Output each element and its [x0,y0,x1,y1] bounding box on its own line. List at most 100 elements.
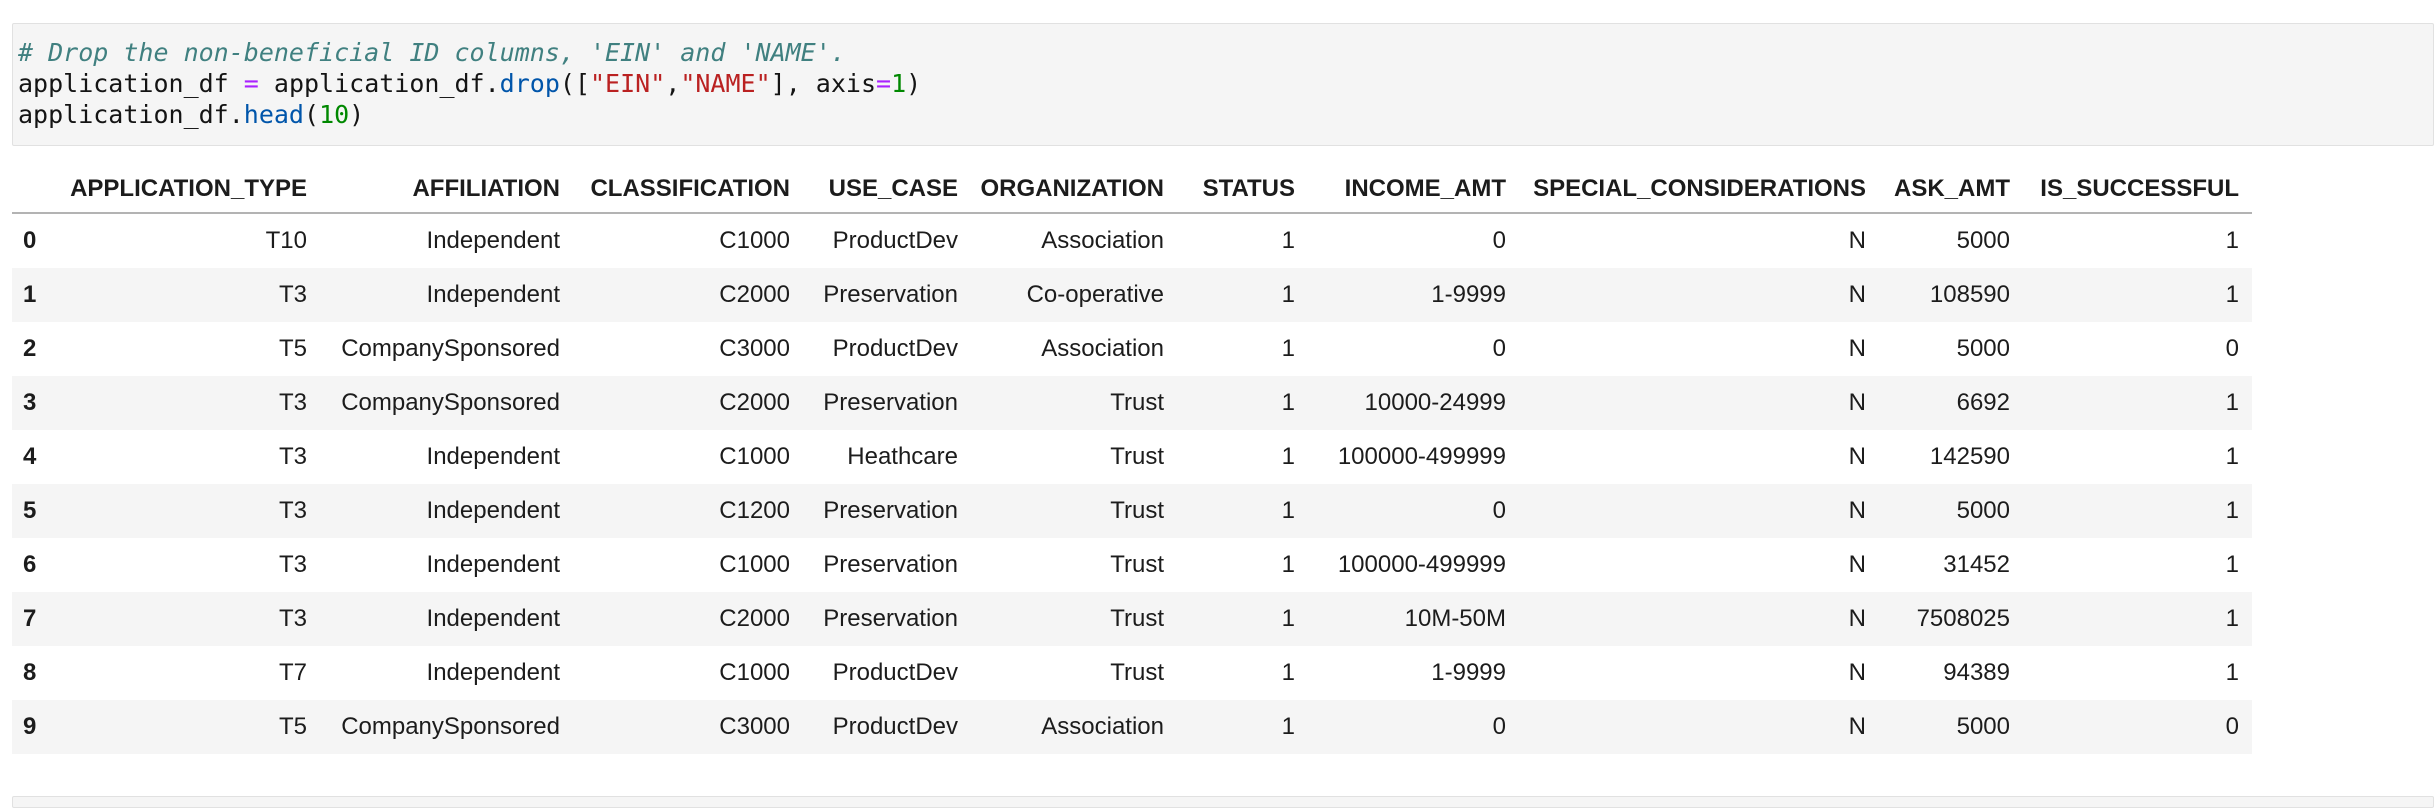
table-cell: N [1848,443,1866,470]
table-cell: C1000 [719,443,790,470]
table-cell: T7 [278,659,307,686]
table-cell: N [1848,605,1866,632]
code-token-plain: ([ [559,69,590,98]
table-cell: 0 [1492,713,1506,740]
row-index: 7 [23,605,37,632]
table-row: 8 T7 Independent C1000 ProductDev Trust 1 1-999… [12,646,2252,700]
column-header-status: STATUS [1202,174,1295,202]
table-cell: 5000 [1956,227,2010,254]
code-token-plain: ( [304,100,320,129]
table-cell: Independent [426,443,560,470]
code-token-operator: = [243,69,259,98]
next-code-cell-partial[interactable] [12,796,2434,808]
table-cell: Heathcare [847,443,958,470]
code-input-cell[interactable]: # Drop the non-beneficial ID columns, 'E… [12,23,2434,146]
table-cell: 7508025 [1916,605,2010,632]
table-cell: N [1848,497,1866,524]
table-cell: 1 [2225,227,2239,254]
table-cell: Preservation [823,605,958,632]
dataframe-header-row: APPLICATION_TYPE AFFILIATION CLASSIFICATIO… [12,165,2252,213]
table-cell: Trust [1110,497,1164,524]
column-header-special_considerations: SPECIAL_CONSIDERATIONS [1533,174,1866,202]
table-cell: 1-9999 [1431,659,1506,686]
table-cell: T5 [278,713,307,740]
table-cell: 1 [1281,497,1295,524]
table-cell: 1 [2225,281,2239,308]
table-cell: Trust [1110,659,1164,686]
row-index: 3 [23,389,37,416]
row-index: 6 [23,551,37,578]
table-cell: T3 [278,443,307,470]
code-token-string: "NAME" [680,69,771,98]
table-cell: 94389 [1943,659,2010,686]
column-header-classification: CLASSIFICATION [590,174,790,202]
table-row: 1 T3 Independent C2000 Preservation Co-operat… [12,268,2252,322]
table-cell: 1 [1281,713,1295,740]
code-line: # Drop the non-beneficial ID columns, 'E… [18,37,2423,68]
table-cell: C1000 [719,551,790,578]
table-cell: 1 [2225,605,2239,632]
table-cell: T3 [278,551,307,578]
code-token-operator: = [876,69,892,98]
table-cell: Trust [1110,551,1164,578]
code-editor[interactable]: # Drop the non-beneficial ID columns, 'E… [13,24,2433,143]
code-token-plain: , [665,69,681,98]
row-index: 2 [23,335,37,362]
table-cell: C2000 [719,281,790,308]
table-cell: Trust [1110,389,1164,416]
table-cell: Association [1041,713,1164,740]
table-cell: Independent [426,227,560,254]
table-cell: C2000 [719,605,790,632]
table-cell: N [1848,227,1866,254]
table-cell: 1 [2225,443,2239,470]
table-cell: C2000 [719,389,790,416]
table-cell: Co-operative [1026,281,1164,308]
table-row: 3 T3 CompanySponsored C2000 Preservation Trus… [12,376,2252,430]
table-cell: Preservation [823,389,958,416]
table-cell: N [1848,389,1866,416]
column-header-is_successful: IS_SUCCESSFUL [2040,174,2239,202]
table-row: 0 T10 Independent C1000 ProductDev Associatio… [12,213,2252,268]
table-cell: 6692 [1956,389,2010,416]
table-cell: Preservation [823,551,958,578]
table-cell: Preservation [823,497,958,524]
code-token-plain: ) [349,100,365,129]
table-cell: C3000 [719,335,790,362]
table-cell: 1 [2225,389,2239,416]
table-cell: ProductDev [832,335,958,362]
table-cell: 100000-499999 [1337,551,1506,578]
table-cell: N [1848,551,1866,578]
table-cell: ProductDev [832,659,958,686]
table-cell: T5 [278,335,307,362]
table-row: 5 T3 Independent C1200 Preservation Trust 1 0 N 5… [12,484,2252,538]
dataframe-body: 0 T10 Independent C1000 ProductDev Associatio… [12,213,2252,754]
table-cell: T3 [278,281,307,308]
table-cell: 5000 [1956,335,2010,362]
table-cell: C1200 [719,497,790,524]
table-cell: 1 [1281,281,1295,308]
code-token-plain: application_df. [18,100,244,129]
table-cell: 1 [2225,551,2239,578]
row-index: 8 [23,659,37,686]
table-cell: 10000-24999 [1364,389,1506,416]
table-cell: T10 [265,227,307,254]
code-token-comment: # Drop the non-beneficial ID columns, 'E… [18,38,846,67]
index-column-header [12,165,42,213]
table-cell: 1 [2225,659,2239,686]
code-line: application_df = application_df.drop(["E… [18,68,2423,99]
table-row: 6 T3 Independent C1000 Preservation Trust 1 100… [12,538,2252,592]
row-index: 5 [23,497,37,524]
code-token-plain: ) [906,69,922,98]
code-line: application_df.head(10) [18,99,2423,130]
table-row: 9 T5 CompanySponsored C3000 ProductDev Associ… [12,700,2252,754]
table-cell: Independent [426,281,560,308]
table-cell: Trust [1110,605,1164,632]
table-cell: N [1848,713,1866,740]
table-cell: 1 [1281,389,1295,416]
table-cell: CompanySponsored [341,713,560,740]
column-header-income_amt: INCOME_AMT [1344,174,1506,202]
table-cell: 1 [2225,497,2239,524]
table-cell: Association [1041,335,1164,362]
table-cell: 1 [1281,335,1295,362]
table-cell: CompanySponsored [341,389,560,416]
